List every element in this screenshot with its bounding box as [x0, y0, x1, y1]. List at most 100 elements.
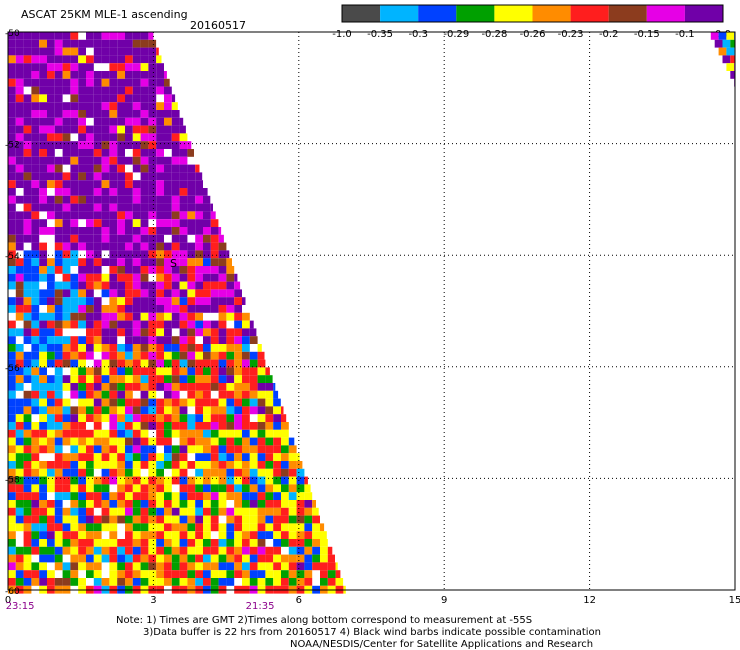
data-cell: [101, 141, 110, 149]
data-cell: [125, 219, 133, 227]
data-cell: [117, 188, 125, 196]
data-cell: [54, 429, 63, 438]
data-cell: [312, 507, 319, 516]
data-cell: [117, 437, 125, 446]
data-cell: [140, 484, 149, 493]
data-cell: [78, 461, 86, 469]
data-cell: [234, 500, 242, 508]
data-cell: [31, 227, 40, 235]
data-cell: [109, 312, 118, 321]
data-cell: [109, 531, 118, 539]
data-cell: [62, 429, 71, 438]
data-cell: [15, 414, 24, 422]
data-cell: [70, 102, 79, 110]
data-cell: [54, 227, 63, 235]
data-cell: [47, 78, 55, 87]
data-cell: [39, 500, 47, 508]
data-cell: [195, 273, 203, 282]
data-cell: [8, 305, 16, 313]
data-cell: [78, 203, 86, 212]
data-cell: [47, 39, 55, 48]
data-cell: [210, 258, 219, 266]
data-cell: [156, 328, 164, 337]
data-cell: [47, 289, 55, 298]
data-cell: [39, 320, 47, 329]
data-cell: [164, 515, 172, 524]
data-cell: [8, 367, 16, 376]
data-cell: [93, 445, 102, 454]
data-cell: [62, 383, 71, 391]
data-cell: [257, 539, 266, 547]
data-cell: [179, 219, 188, 227]
data-cell: [148, 546, 157, 555]
data-cell: [93, 320, 102, 329]
data-cell: [86, 125, 94, 134]
data-cell: [78, 149, 86, 157]
data-cell: [242, 351, 250, 360]
data-cell: [101, 328, 110, 337]
data-cell: [101, 468, 110, 477]
data-cell: [218, 546, 227, 555]
data-cell: [86, 156, 94, 165]
data-cell: [164, 351, 172, 360]
data-cell: [187, 336, 196, 344]
data-cell: [132, 32, 141, 40]
data-cell: [39, 227, 47, 235]
data-cell: [31, 149, 40, 157]
data-cell: [179, 554, 188, 563]
data-cell: [31, 344, 40, 352]
data-cell: [210, 211, 216, 220]
data-cell: [234, 515, 242, 524]
data-cell: [140, 32, 149, 40]
data-cell: [171, 336, 180, 344]
data-cell: [101, 351, 110, 360]
data-cell: [101, 211, 110, 220]
data-cell: [125, 86, 133, 95]
data-cell: [93, 500, 102, 508]
data-cell: [156, 351, 164, 360]
data-cell: [203, 539, 211, 547]
data-cell: [195, 234, 203, 243]
data-cell: [265, 492, 274, 500]
data-cell: [210, 422, 219, 430]
data-cell: [179, 297, 188, 305]
data-cell: [257, 437, 266, 446]
data-cell: [273, 453, 281, 461]
data-cell: [156, 125, 164, 134]
colorbar: -1.0 -0.35 -0.3 -0.29 -0.28 -0.26 -0.23 -0.2 -0.…: [332, 4, 731, 40]
data-cell: [140, 55, 149, 64]
data-cell: [31, 94, 40, 103]
data-cell: [78, 110, 86, 118]
data-cell: [93, 554, 102, 563]
data-cell: [164, 281, 172, 290]
data-cell: [148, 375, 157, 383]
data-cell: [718, 47, 727, 56]
data-cell: [117, 328, 125, 337]
data-cell: [281, 437, 289, 446]
data-cell: [101, 110, 110, 118]
data-cell: [109, 234, 118, 243]
data-cell: [203, 383, 211, 391]
data-cell: [156, 437, 164, 446]
data-cell: [273, 570, 281, 578]
data-cell: [109, 164, 118, 173]
data-cell: [93, 149, 102, 157]
data-cell: [218, 492, 227, 500]
data-cell: [203, 476, 211, 485]
data-cell: [148, 266, 157, 274]
data-cell: [171, 554, 180, 563]
data-cell: [226, 289, 235, 298]
data-cell: [195, 172, 203, 181]
data-cell: [140, 351, 149, 360]
data-cell: [117, 47, 125, 56]
data-cell: [226, 406, 235, 415]
data-cell: [156, 172, 164, 181]
data-cell: [132, 281, 141, 290]
data-cell: [8, 71, 16, 79]
data-cell: [31, 429, 40, 438]
data-cell: [195, 266, 203, 274]
data-cell: [70, 227, 79, 235]
data-cell: [101, 234, 110, 243]
data-cell: [218, 523, 227, 532]
data-cell: [132, 203, 141, 212]
